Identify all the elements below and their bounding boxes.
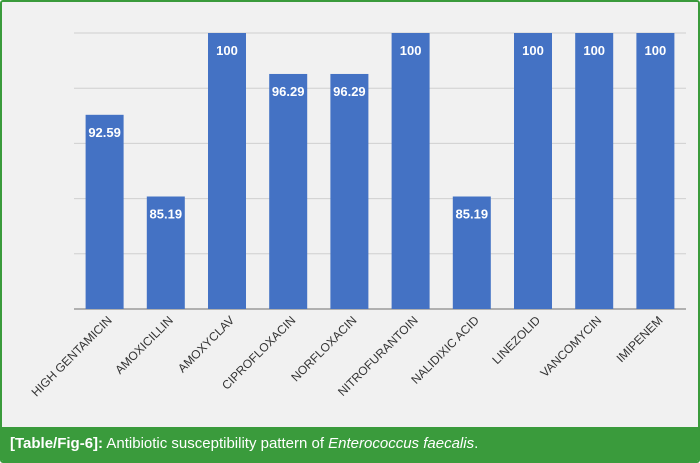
- data-label: 85.19: [456, 207, 489, 222]
- x-tick-label: AMOXICILLIN: [112, 313, 176, 377]
- bar: [85, 114, 124, 309]
- data-label: 100: [645, 43, 667, 58]
- caption-end: .: [474, 435, 479, 452]
- data-label: 100: [400, 43, 422, 58]
- chart-area: 92.59 HIGH GENTAMICIN 85.19 AMOXICILLIN 100 A…: [2, 2, 698, 427]
- data-label: 96.29: [333, 84, 366, 99]
- data-label: 100: [522, 43, 544, 58]
- caption-text: Antibiotic susceptibility pattern of: [103, 435, 329, 452]
- bar: [636, 33, 675, 309]
- data-label: 100: [583, 43, 605, 58]
- x-tick-label: HIGH GENTAMICIN: [29, 313, 115, 399]
- data-label: 100: [216, 43, 238, 58]
- caption-species: Enterococcus faecalis: [328, 435, 475, 452]
- data-label: 92.59: [88, 125, 121, 140]
- bar-chart: 92.59 HIGH GENTAMICIN 85.19 AMOXICILLIN 100 A…: [29, 32, 686, 399]
- x-tick-label: IMIPENEM: [614, 313, 666, 365]
- bar: [208, 33, 246, 309]
- bar: [146, 196, 185, 309]
- bar: [269, 73, 308, 309]
- figure-caption: [Table/Fig-6]: Antibiotic susceptibility…: [2, 427, 698, 461]
- x-tick-label: NORFLOXACIN: [288, 313, 359, 384]
- x-tick-label: AMOXYCLAV: [175, 313, 237, 375]
- data-label: 85.19: [150, 207, 183, 222]
- bar: [391, 33, 430, 309]
- x-tick-label: LINEZOLID: [489, 313, 543, 367]
- bar: [330, 73, 369, 309]
- data-label: 96.29: [272, 84, 305, 99]
- bar: [575, 33, 614, 309]
- bar: [452, 196, 491, 309]
- caption-ref: [Table/Fig-6]:: [10, 435, 104, 452]
- x-tick-label: VANCOMYCIN: [538, 313, 605, 380]
- bar: [514, 33, 552, 309]
